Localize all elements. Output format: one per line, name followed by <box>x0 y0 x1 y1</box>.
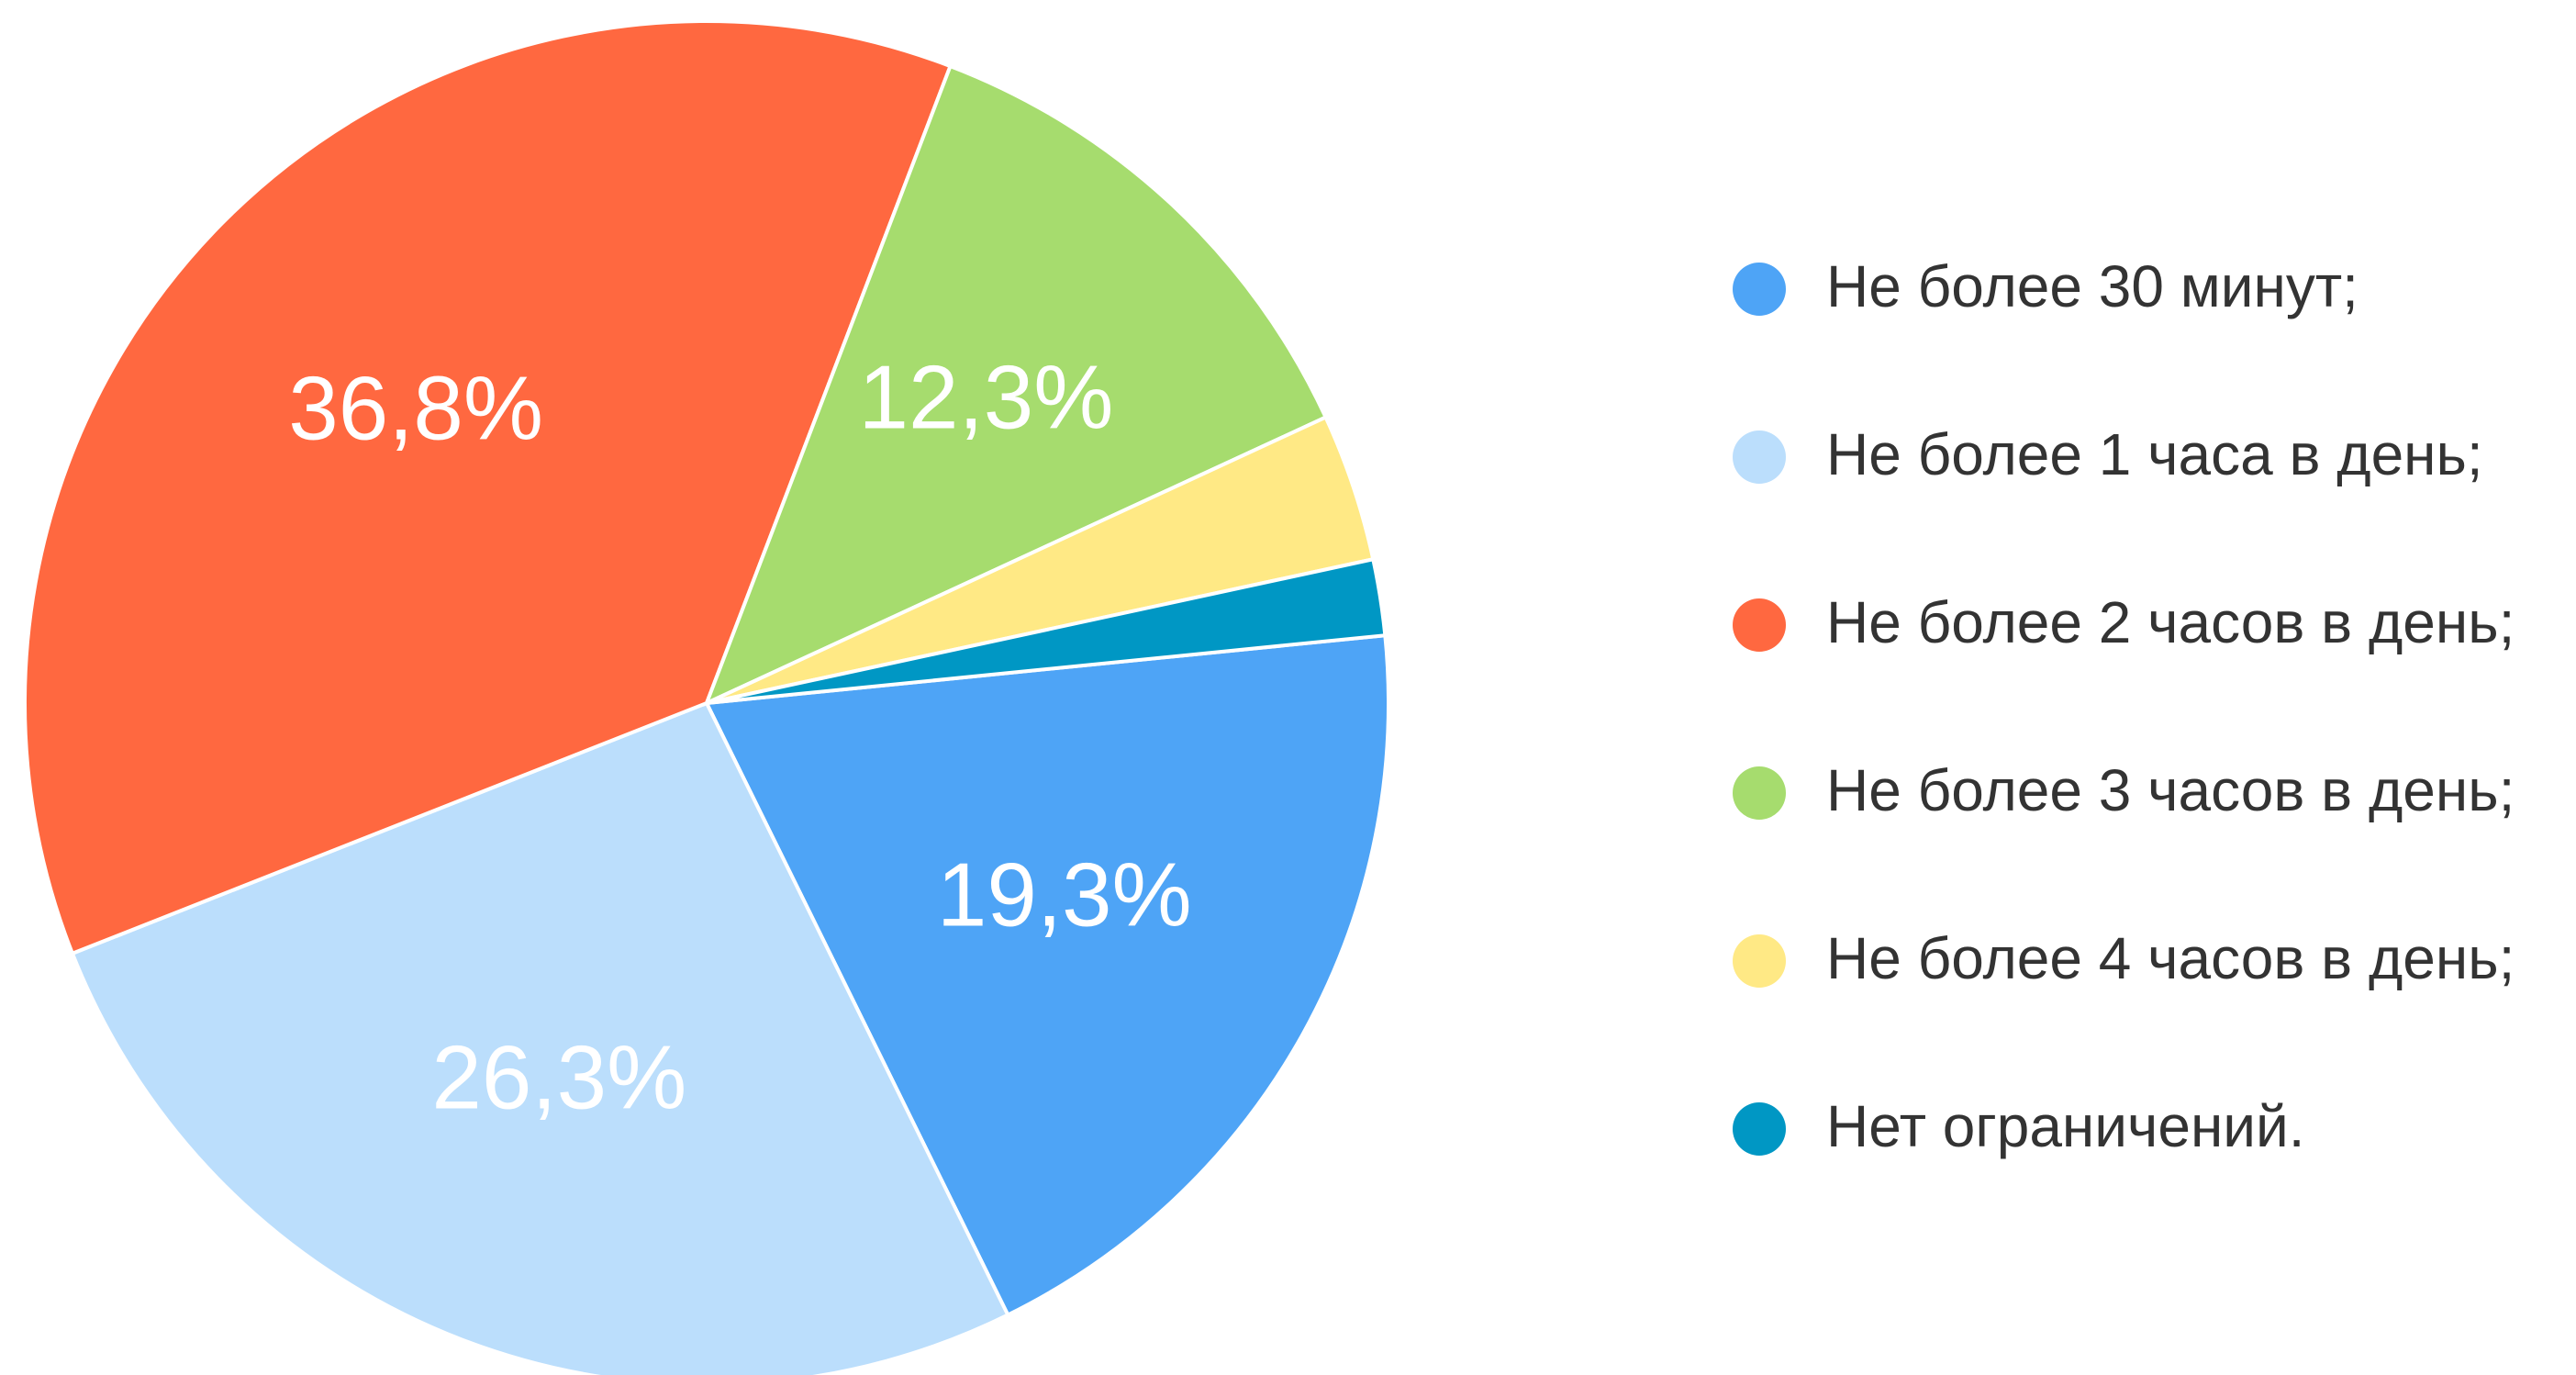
pie-slice <box>70 700 1010 1375</box>
legend-swatch <box>1733 1102 1786 1156</box>
slice-label: 36,8% <box>288 357 543 458</box>
slice-label: 19,3% <box>937 844 1192 945</box>
legend-swatch <box>1733 598 1786 652</box>
pie-slice <box>23 19 953 956</box>
legend-label: Не более 3 часов в день; <box>1826 757 2515 823</box>
legend-label: Не более 1 часа в день; <box>1826 421 2483 487</box>
legend-label: Не более 30 минут; <box>1826 253 2359 319</box>
pie-slice <box>703 63 1329 707</box>
pie-slice <box>706 556 1388 705</box>
slice-label: 12,3% <box>859 346 1114 447</box>
legend-swatch <box>1733 934 1786 988</box>
slice-label: 26,3% <box>431 1027 686 1128</box>
legend-label: Не более 4 часов в день; <box>1826 925 2515 991</box>
legend-label: Не более 2 часов в день; <box>1826 589 2515 655</box>
pie-slice <box>703 633 1390 1318</box>
legend-label: Нет ограничений. <box>1826 1093 2305 1159</box>
legend-swatch <box>1733 263 1786 316</box>
legend-swatch <box>1733 766 1786 820</box>
legend-swatch <box>1733 430 1786 484</box>
